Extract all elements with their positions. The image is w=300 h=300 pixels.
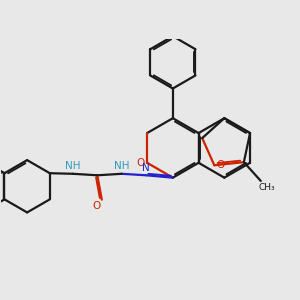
Text: NH: NH [114, 161, 130, 171]
Text: CH₃: CH₃ [259, 183, 275, 192]
Text: O: O [137, 158, 145, 168]
Text: O: O [93, 201, 101, 211]
Text: N: N [142, 163, 150, 173]
Text: NH: NH [65, 161, 81, 171]
Text: O: O [216, 160, 225, 170]
